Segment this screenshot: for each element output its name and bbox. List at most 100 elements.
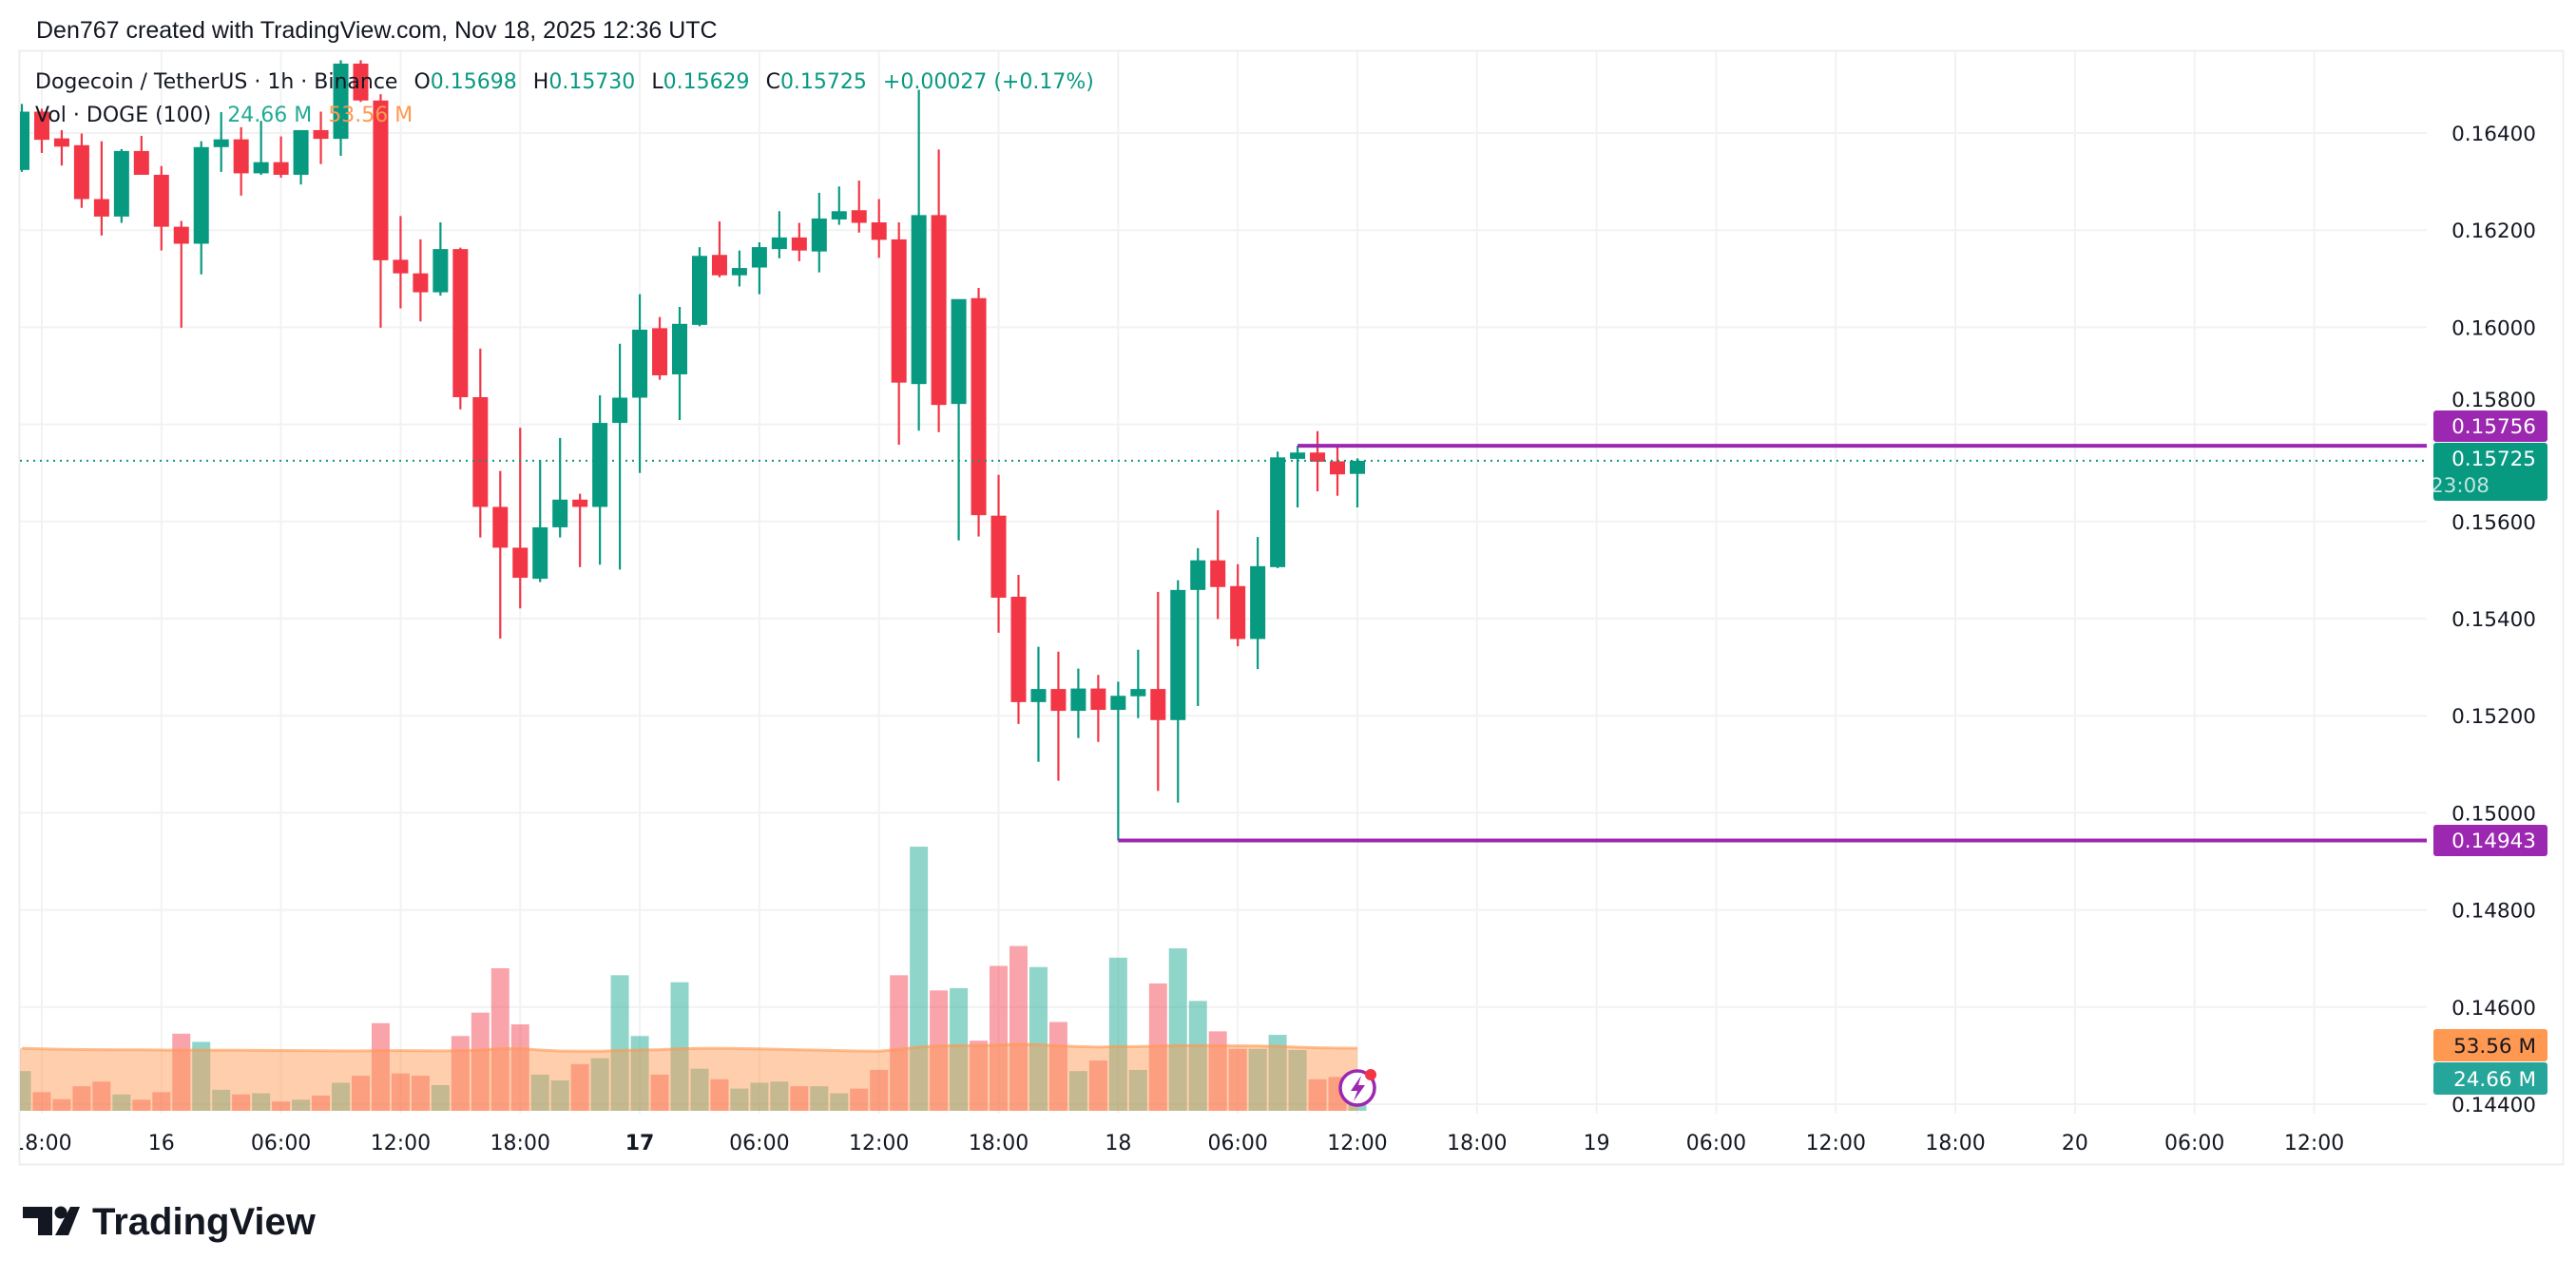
candle-down[interactable] — [1050, 651, 1067, 781]
candle-body — [153, 174, 169, 227]
candle-down[interactable] — [971, 288, 987, 537]
candle-down[interactable] — [492, 470, 509, 639]
candle-up[interactable] — [771, 211, 787, 258]
time-axis[interactable]: 18:00 16 06:00 12:00 18:00 17 06:00 12:00 18:00 1… — [11, 1132, 2344, 1155]
candle-body — [911, 215, 927, 385]
candle-down[interactable] — [73, 133, 89, 208]
candle-up[interactable] — [1170, 580, 1186, 803]
candle-up[interactable] — [612, 343, 628, 570]
lightning-alert-icon[interactable] — [1338, 1069, 1376, 1107]
candle-body — [313, 129, 329, 140]
candle-up[interactable] — [672, 306, 688, 421]
chart-pane-border — [18, 49, 2565, 1166]
candle-up[interactable] — [632, 294, 648, 473]
candle-down[interactable] — [233, 126, 249, 196]
volume-bar-up — [1268, 1035, 1287, 1111]
volume-ma-label: 53.56 M — [2433, 1029, 2547, 1061]
candle-down[interactable] — [512, 428, 529, 609]
price-axis[interactable]: 0.16400 0.16200 0.16000 0.15800 0.15600 0.154… — [2451, 123, 2536, 1117]
legend-open-label: O — [413, 70, 430, 94]
line-low-value: 0.14943 — [2451, 830, 2536, 853]
candle-up[interactable] — [1270, 451, 1286, 568]
candle-up[interactable] — [951, 298, 967, 541]
drawing-lines[interactable] — [20, 444, 2427, 843]
candle-up[interactable] — [751, 241, 767, 295]
candle-down[interactable] — [353, 60, 369, 103]
candle-up[interactable] — [1110, 681, 1126, 841]
time-tick-label: 20 — [2062, 1132, 2088, 1155]
candle-up[interactable] — [1250, 537, 1266, 670]
candle-down[interactable] — [1330, 446, 1346, 496]
candle-up[interactable] — [1070, 668, 1086, 738]
line-high-price-label: 0.15756 — [2433, 410, 2547, 442]
price-tick-label: 0.15000 — [2451, 802, 2536, 826]
candle-up[interactable] — [1130, 649, 1146, 718]
candle-body — [612, 397, 628, 424]
volume-bar-down — [132, 1099, 151, 1111]
candle-down[interactable] — [1210, 510, 1226, 620]
candle-up[interactable] — [433, 222, 449, 296]
candle-down[interactable] — [93, 141, 109, 236]
candle-down[interactable] — [1010, 575, 1027, 724]
candle-down[interactable] — [1150, 591, 1166, 792]
candle-up[interactable] — [552, 437, 568, 538]
candle-down[interactable] — [931, 149, 947, 432]
candle-down[interactable] — [711, 221, 727, 277]
candle-down[interactable] — [413, 239, 429, 322]
candle-down[interactable] — [53, 129, 69, 166]
candle-down[interactable] — [133, 136, 149, 175]
volume-bar-up — [610, 975, 629, 1111]
volume-bar-up — [1028, 966, 1048, 1111]
candle-down[interactable] — [1230, 563, 1246, 647]
candle-down[interactable] — [871, 199, 887, 258]
candle-series[interactable] — [14, 60, 1365, 841]
candle-down[interactable] — [452, 247, 469, 410]
candle-body — [472, 396, 489, 507]
candle-down[interactable] — [33, 108, 49, 153]
candle-up[interactable] — [333, 60, 349, 157]
volume-bar-down — [391, 1073, 410, 1111]
candle-body — [33, 111, 49, 141]
candle-down[interactable] — [791, 222, 807, 261]
candle-up[interactable] — [592, 394, 608, 565]
candle-down[interactable] — [153, 165, 169, 251]
candle-down[interactable] — [851, 181, 867, 233]
candle-down[interactable] — [652, 316, 668, 380]
time-tick-label: 06:00 — [251, 1132, 311, 1155]
candle-up[interactable] — [831, 186, 847, 225]
candle-down[interactable] — [393, 216, 409, 309]
candle-body — [751, 247, 767, 268]
time-tick-label: 19 — [1584, 1132, 1610, 1155]
candle-up[interactable] — [1290, 446, 1306, 507]
candle-down[interactable] — [373, 94, 389, 328]
candle-down[interactable] — [1090, 675, 1106, 742]
candle-down[interactable] — [891, 222, 907, 446]
candle-up[interactable] — [193, 141, 209, 275]
candle-up[interactable] — [911, 89, 927, 431]
candle-up[interactable] — [213, 112, 229, 172]
candle-down[interactable] — [173, 220, 189, 328]
candle-body — [1110, 696, 1126, 711]
candle-up[interactable] — [811, 192, 827, 273]
candle-up[interactable] — [14, 104, 29, 172]
candle-up[interactable] — [1190, 547, 1206, 706]
tradingview-logo[interactable]: TradingView — [23, 1201, 317, 1243]
candle-up[interactable] — [1349, 458, 1365, 507]
candle-down[interactable] — [313, 111, 329, 164]
candle-up[interactable] — [293, 129, 309, 185]
candle-down[interactable] — [990, 474, 1007, 633]
volume-bar-down — [1208, 1031, 1227, 1111]
candle-up[interactable] — [1030, 646, 1047, 762]
candle-down[interactable] — [273, 136, 289, 179]
legend-low: 0.15629 — [663, 70, 750, 94]
candle-up[interactable] — [691, 247, 707, 327]
volume-bar-down — [1308, 1079, 1327, 1111]
candle-up[interactable] — [532, 460, 548, 582]
candle-up[interactable] — [113, 148, 129, 223]
candle-down[interactable] — [572, 493, 588, 567]
candle-body — [393, 259, 409, 274]
candle-down[interactable] — [472, 348, 489, 538]
candle-up[interactable] — [253, 121, 269, 175]
candle-up[interactable] — [731, 250, 747, 287]
